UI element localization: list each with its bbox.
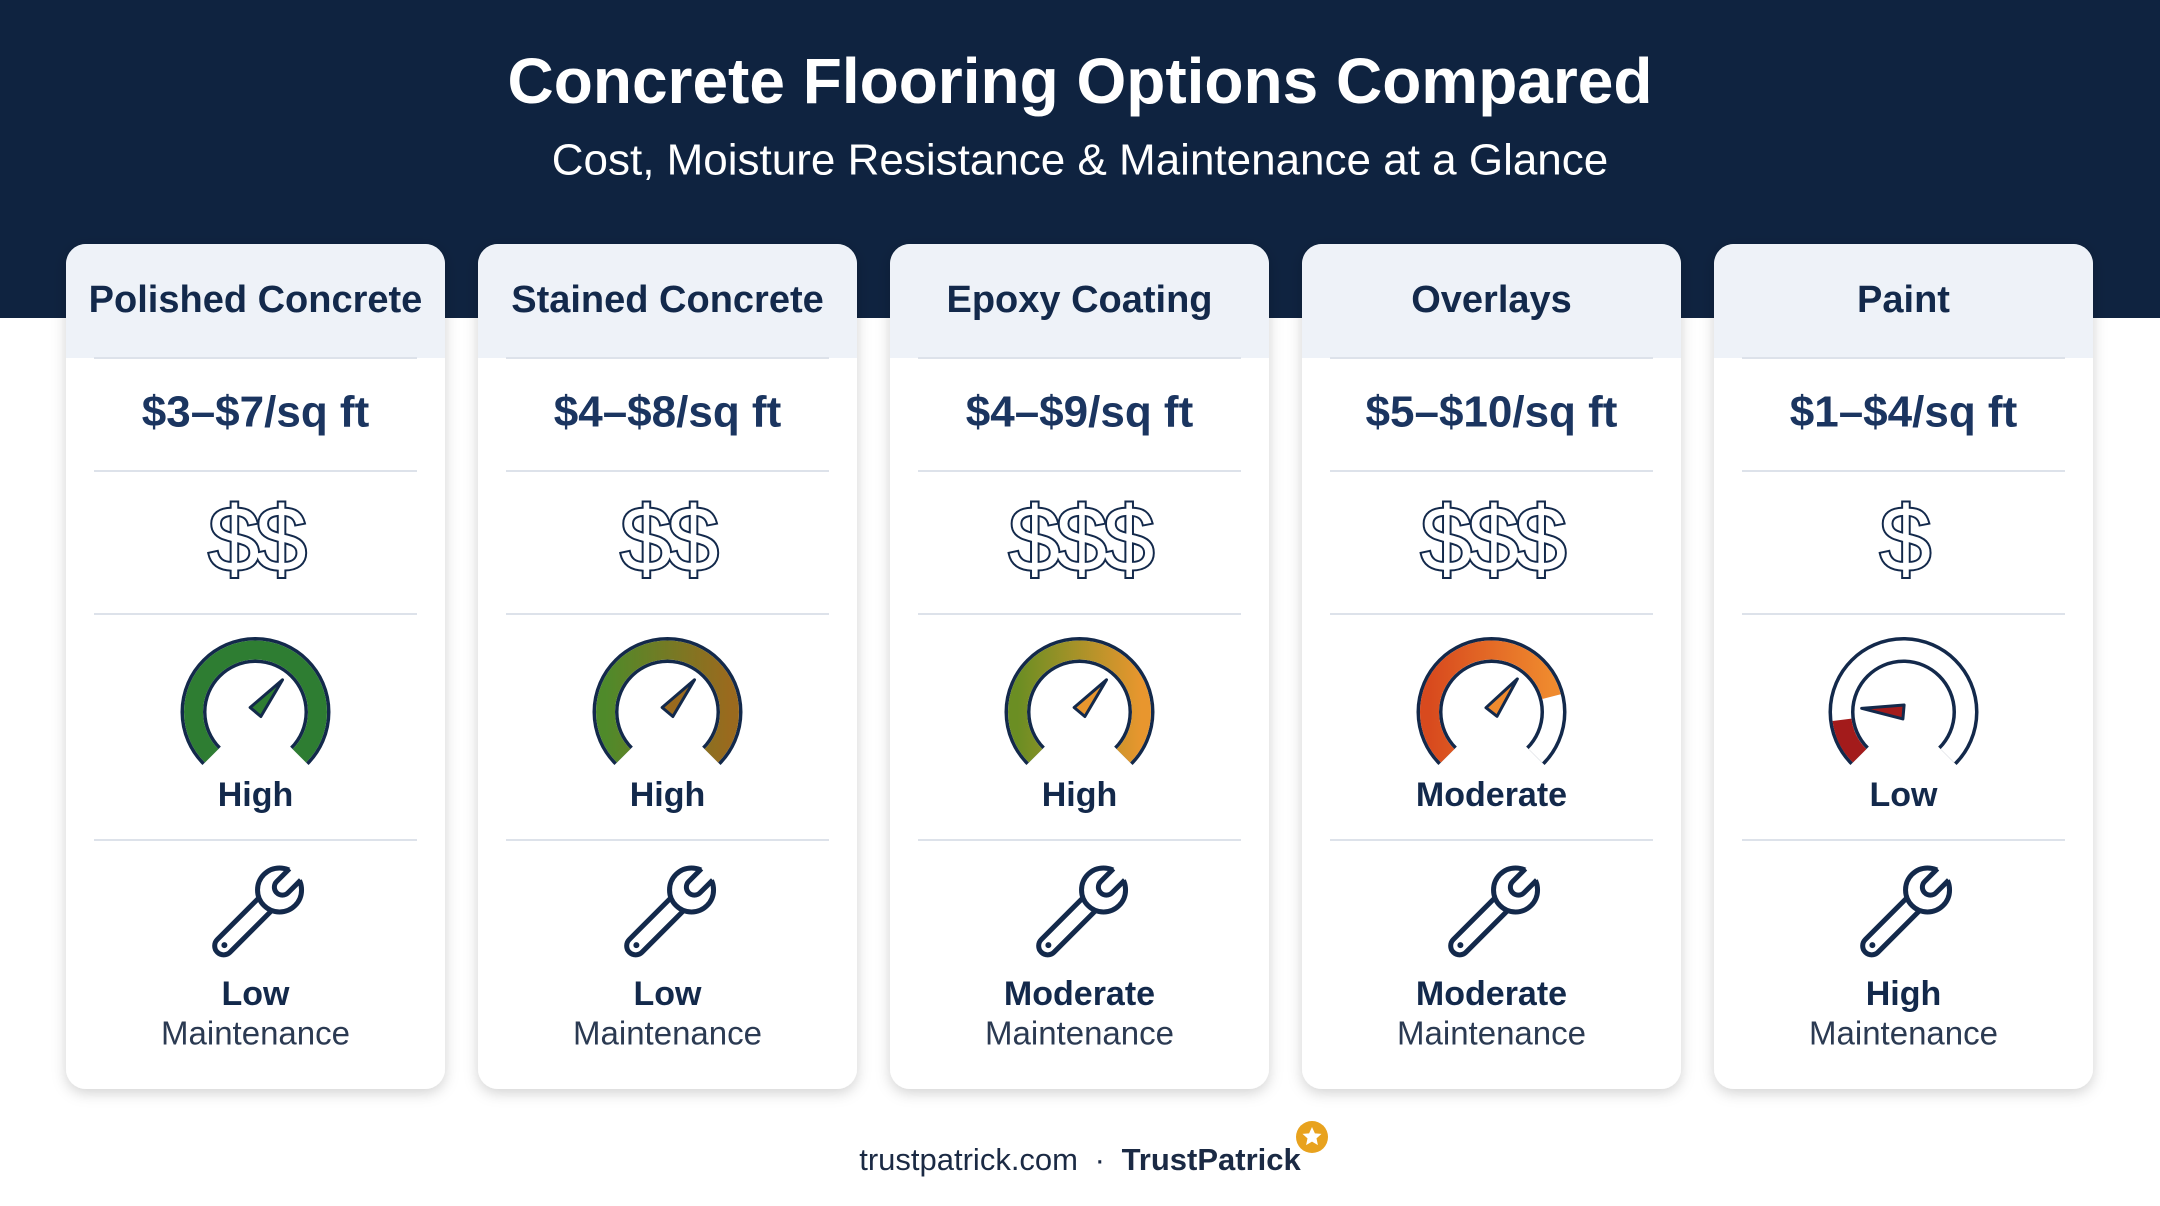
moisture-level: High	[218, 776, 294, 814]
wrench-icon	[212, 864, 305, 958]
maintenance-label: Maintenance	[1397, 1015, 1586, 1052]
price: $3–$7/sq ft	[142, 388, 370, 437]
star-badge	[1296, 1121, 1328, 1153]
wrench-jaw-edge	[1919, 866, 1951, 898]
maintenance-level: High	[1866, 975, 1942, 1013]
maintenance-level: Low	[222, 975, 291, 1013]
wrench-hole	[633, 942, 640, 949]
maintenance-label: Maintenance	[1809, 1015, 1998, 1052]
moisture-level: High	[630, 776, 706, 814]
card: Epoxy Coating $4–$9/sq ft $$$ High ModerateM…	[890, 244, 1269, 1089]
price: $1–$4/sq ft	[1790, 388, 2018, 437]
card-name: Overlays	[1411, 279, 1572, 321]
wrench-hole	[221, 942, 228, 949]
card-head	[1302, 244, 1681, 358]
card-name: Polished Concrete	[89, 279, 423, 321]
wrench-jaw	[1100, 864, 1129, 893]
footer-brand: TrustPatrick	[1122, 1142, 1302, 1177]
wrench-jaw-edge	[271, 866, 303, 898]
wrench-jaw	[276, 864, 305, 893]
maintenance-level: Moderate	[1004, 975, 1155, 1013]
wrench-icon	[1036, 864, 1129, 958]
card-head	[890, 244, 1269, 358]
card-bg	[1302, 244, 1681, 1089]
cost-symbols: $$	[620, 488, 717, 590]
wrench-icon	[624, 864, 717, 958]
card-name: Stained Concrete	[511, 279, 824, 321]
moisture-level: Moderate	[1416, 776, 1567, 814]
card-bg	[890, 244, 1269, 1089]
cost-symbols: $$$	[1009, 488, 1153, 590]
price: $4–$8/sq ft	[554, 388, 782, 437]
wrench-jaw-edge	[683, 866, 715, 898]
wrench-hole	[1457, 942, 1464, 949]
subtitle: Cost, Moisture Resistance & Maintenance …	[552, 136, 1609, 185]
gauge-needle	[660, 678, 696, 718]
wrench-hole	[1045, 942, 1052, 949]
maintenance-label: Maintenance	[161, 1015, 350, 1052]
moisture-level: Low	[1870, 776, 1939, 814]
card: Stained Concrete $4–$8/sq ft $$ High LowMain…	[478, 244, 857, 1089]
wrench-icon	[1448, 864, 1541, 958]
cost-symbols: $$$	[1421, 488, 1565, 590]
gauge-fill	[596, 640, 739, 763]
gauge-needle	[1860, 703, 1906, 721]
cost-symbols: $	[1880, 488, 1930, 590]
gauge-needle	[248, 678, 284, 718]
card-head	[66, 244, 445, 358]
maintenance-label: Maintenance	[573, 1015, 762, 1052]
gauge-needle	[1072, 678, 1108, 718]
title: Concrete Flooring Options Compared	[508, 45, 1653, 117]
card-bg	[1714, 244, 2093, 1089]
maintenance-level: Low	[634, 975, 703, 1013]
wrench-jaw-edge	[1507, 866, 1539, 898]
price: $4–$9/sq ft	[966, 388, 1194, 437]
wrench-icon	[1860, 864, 1953, 958]
wrench-hole	[1869, 942, 1876, 949]
cost-symbols: $$	[208, 488, 305, 590]
card-head	[1714, 244, 2093, 358]
wrench-jaw-edge	[1095, 866, 1127, 898]
cards: Polished Concrete$3–$7/sq ft$$HighLowMai…	[66, 244, 2093, 1089]
card-name: Epoxy Coating	[946, 279, 1212, 321]
card: Polished Concrete $3–$7/sq ft $$ High LowMai…	[66, 244, 445, 1089]
gauge-fill	[184, 640, 327, 763]
gauge-needle	[1484, 677, 1519, 718]
price: $5–$10/sq ft	[1366, 388, 1618, 437]
gauge-fill	[1008, 640, 1151, 763]
wrench-jaw	[688, 864, 717, 893]
maintenance-label: Maintenance	[985, 1015, 1174, 1052]
gauge-fill	[1832, 718, 1867, 763]
footer-site: trustpatrick.com	[859, 1142, 1078, 1177]
maintenance-level: Moderate	[1416, 975, 1567, 1013]
card-name: Paint	[1857, 279, 1950, 321]
gauge-fill	[1420, 640, 1561, 763]
moisture-level: High	[1042, 776, 1118, 814]
card-head	[478, 244, 857, 358]
footer-separator: ·	[1095, 1142, 1105, 1177]
wrench-jaw	[1924, 864, 1953, 893]
card-bg	[478, 244, 857, 1089]
footer: trustpatrick.com · TrustPatrick	[859, 1142, 1301, 1177]
gauge-track	[1832, 640, 1975, 763]
card-bg	[66, 244, 445, 1089]
card: Overlays$5–$10/sq ft$$$ModerateModerateM…	[1302, 244, 1681, 1089]
wrench-jaw	[1512, 864, 1541, 893]
